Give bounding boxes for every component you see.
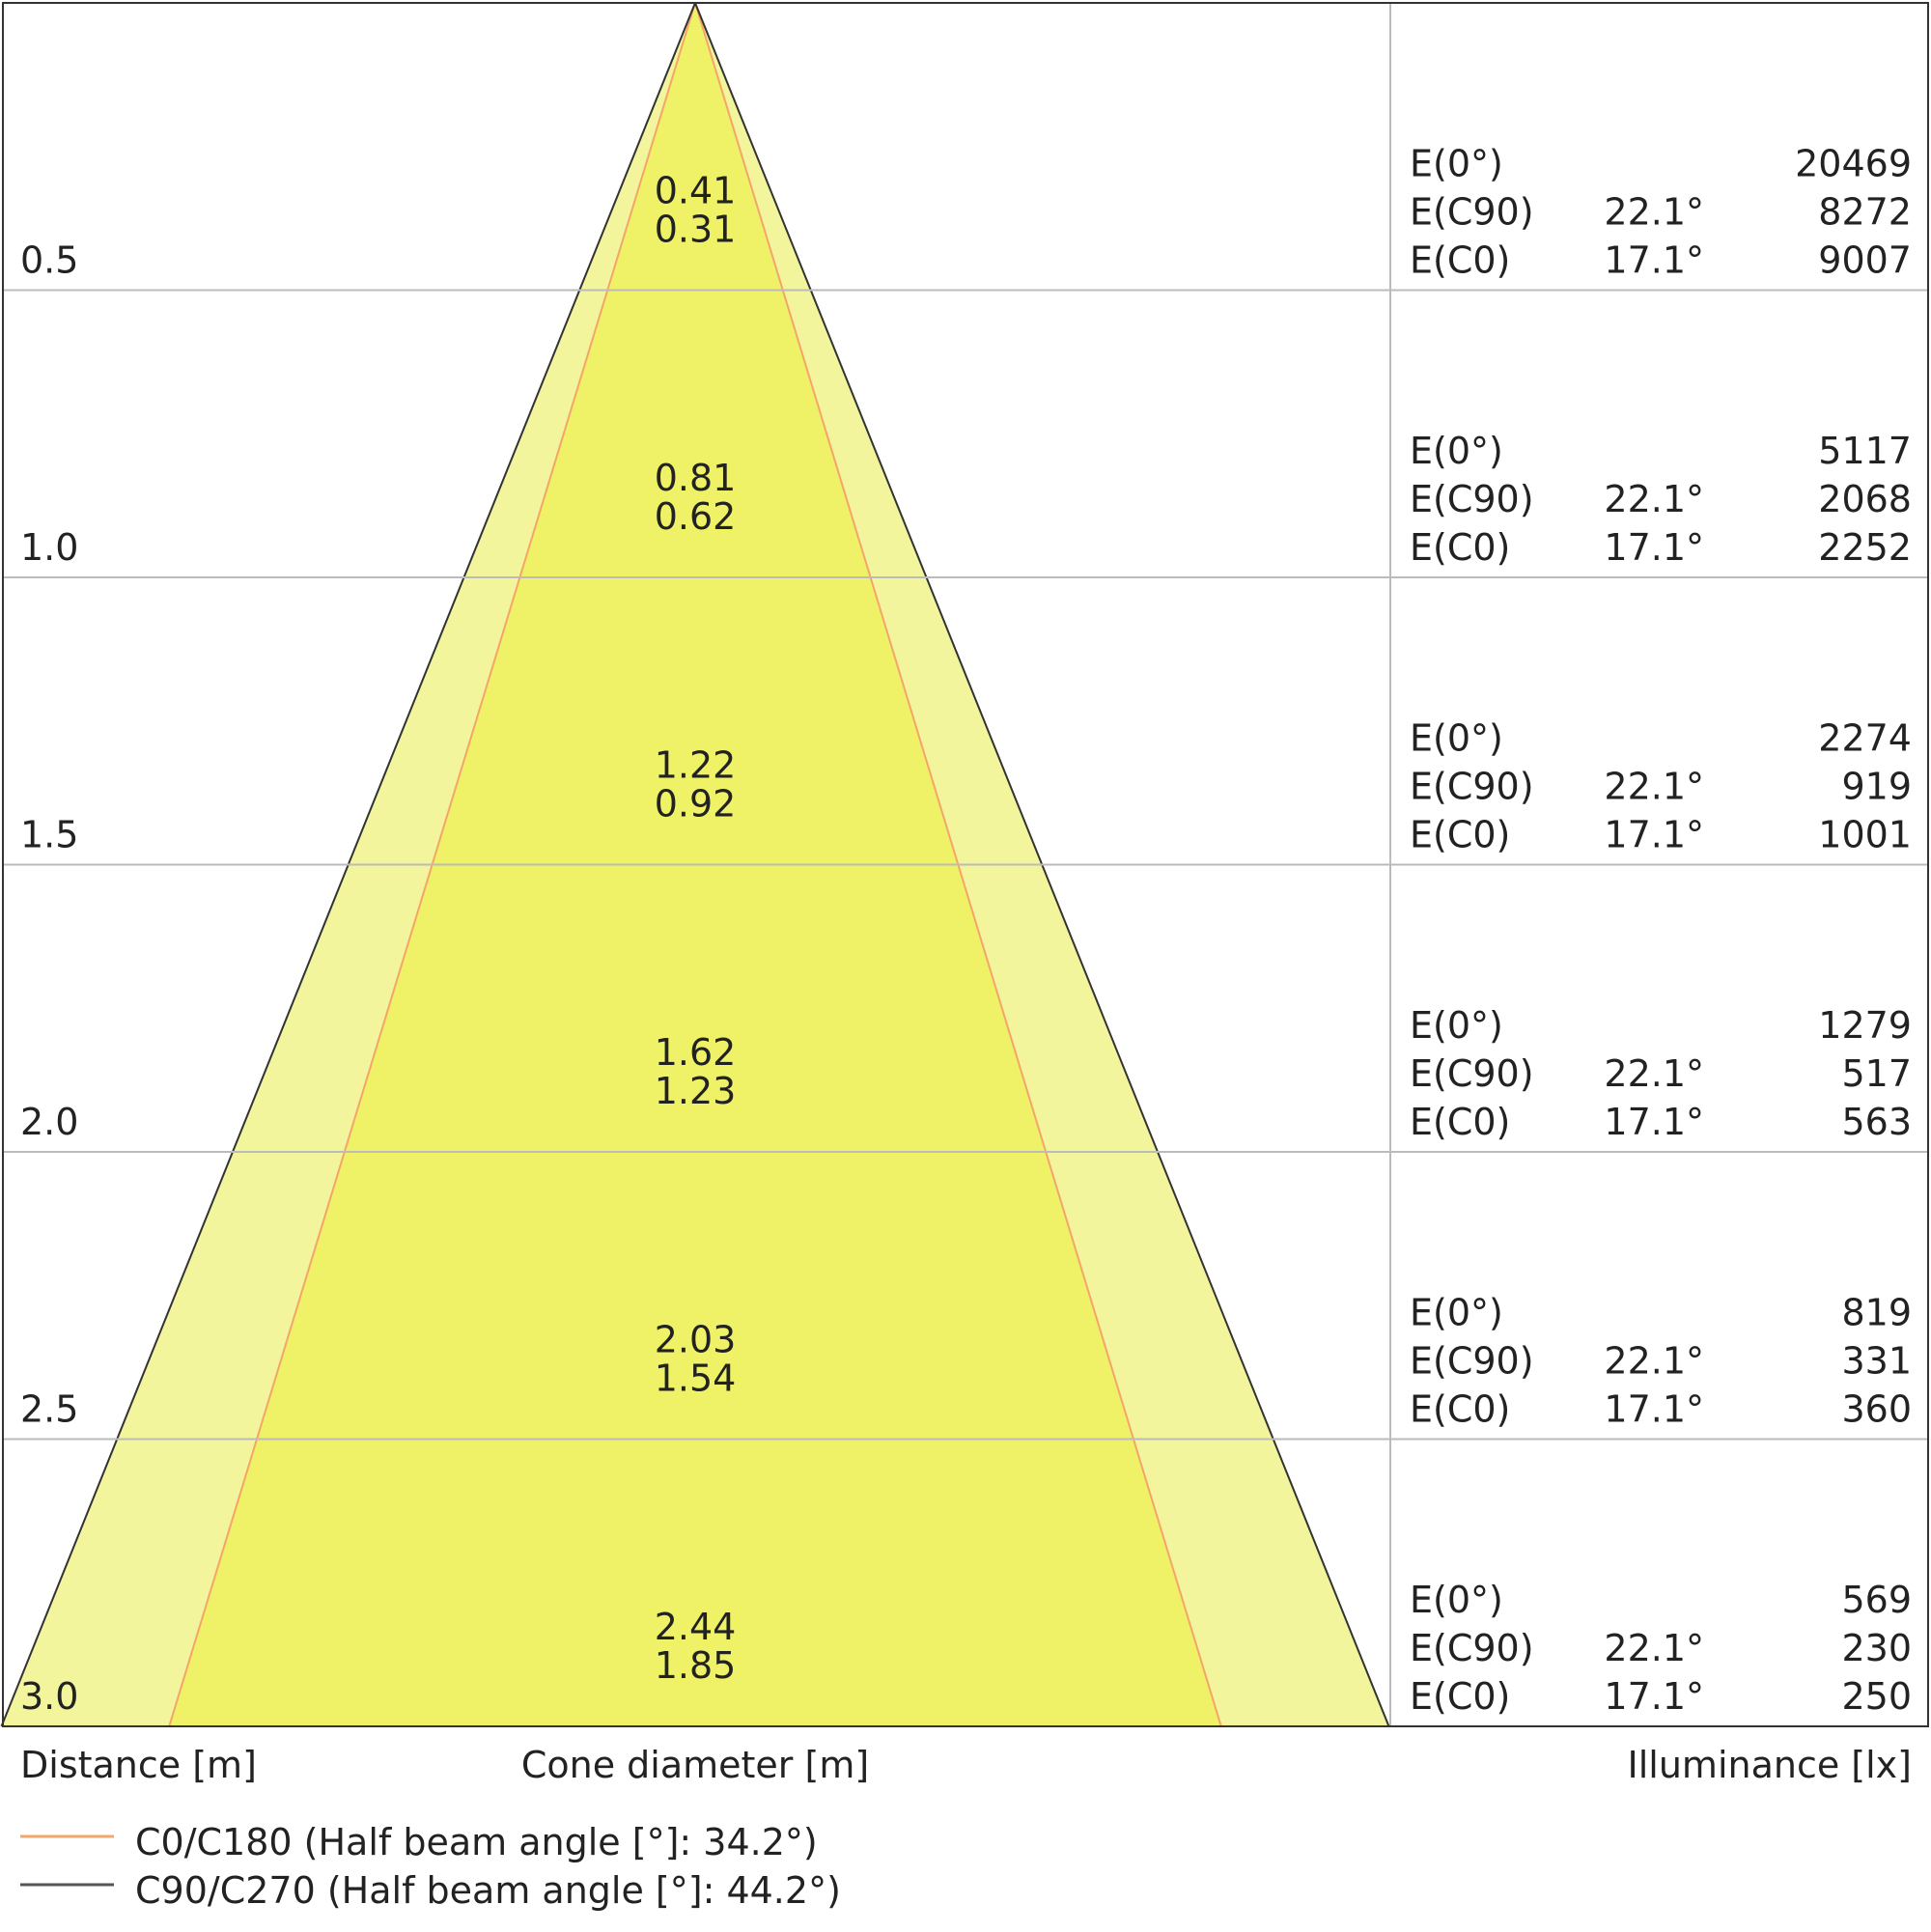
illuminance-e0-value: 569 [1841, 1579, 1912, 1621]
illuminance-ec0-angle: 17.1° [1604, 239, 1704, 282]
illuminance-ec0-angle: 17.1° [1604, 814, 1704, 856]
distance-label: 2.5 [20, 1388, 78, 1431]
distance-label: 1.0 [20, 526, 78, 569]
illuminance-e0-label: E(0°) [1410, 1004, 1503, 1047]
illuminance-e0-value: 819 [1841, 1292, 1912, 1334]
illuminance-e0-value: 5117 [1818, 430, 1912, 472]
cone-diameter-c90-label: 0.41 [655, 170, 737, 212]
illuminance-ec90-value: 331 [1841, 1340, 1912, 1383]
cone-diameter-c90-label: 1.22 [655, 744, 737, 787]
illuminance-e0-value: 20469 [1795, 143, 1912, 185]
illuminance-ec90-label: E(C90) [1410, 478, 1534, 520]
illuminance-ec0-label: E(C0) [1410, 1675, 1510, 1718]
illuminance-ec90-label: E(C90) [1410, 1627, 1534, 1669]
illuminance-ec90-angle: 22.1° [1604, 1052, 1704, 1095]
illuminance-ec0-value: 360 [1841, 1388, 1912, 1431]
illuminance-ec0-angle: 17.1° [1604, 1101, 1704, 1143]
illuminance-ec0-label: E(C0) [1410, 1388, 1510, 1431]
grid-layer [2, 2, 1929, 1727]
illuminance-ec90-value: 230 [1841, 1627, 1912, 1669]
illuminance-ec0-value: 563 [1841, 1101, 1912, 1143]
illuminance-ec90-label: E(C90) [1410, 191, 1534, 234]
illuminance-ec0-angle: 17.1° [1604, 1388, 1704, 1431]
cone-diameter-c90-label: 2.03 [655, 1319, 737, 1361]
distance-axis-label: Distance [m] [20, 1744, 257, 1786]
illuminance-e0-value: 2274 [1818, 717, 1912, 760]
illuminance-e0-value: 1279 [1818, 1004, 1912, 1047]
illuminance-ec90-value: 2068 [1818, 478, 1912, 520]
cone-diameter-c90-label: 0.81 [655, 457, 737, 499]
illuminance-ec90-value: 8272 [1818, 191, 1912, 234]
illuminance-ec0-label: E(C0) [1410, 526, 1510, 569]
cone-diameter-c0-label: 0.62 [655, 495, 737, 538]
text-layer: 0.5 0.410.31 E(0°) 20469 E(C90) 22.1° 8272 E(C0… [20, 143, 1912, 1719]
illuminance-ec0-value: 250 [1841, 1675, 1912, 1718]
illuminance-ec90-angle: 22.1° [1604, 191, 1704, 234]
illuminance-ec0-label: E(C0) [1410, 814, 1510, 856]
legend-label-c90: C90/C270 (Half beam angle [°]: 44.2°) [135, 1869, 841, 1912]
cone-diameter-c0-label: 1.23 [655, 1070, 737, 1112]
cone-diameter-c90-label: 1.62 [655, 1031, 737, 1074]
illuminance-ec0-label: E(C0) [1410, 239, 1510, 282]
illuminance-ec0-value: 1001 [1818, 814, 1912, 856]
illuminance-e0-label: E(0°) [1410, 1579, 1503, 1621]
distance-label: 3.0 [20, 1675, 78, 1718]
illuminance-ec90-value: 517 [1841, 1052, 1912, 1095]
cone-diameter-c0-label: 1.54 [655, 1358, 737, 1400]
cone-diameter-c0-label: 0.31 [655, 209, 737, 251]
illuminance-ec90-value: 919 [1841, 766, 1912, 808]
illuminance-e0-label: E(0°) [1410, 143, 1503, 185]
illuminance-e0-label: E(0°) [1410, 430, 1503, 472]
distance-label: 1.5 [20, 814, 78, 856]
cone-diameter-c90-label: 2.44 [655, 1606, 737, 1648]
cone-diameter-axis-label: Cone diameter [m] [521, 1744, 869, 1786]
illuminance-ec90-angle: 22.1° [1604, 766, 1704, 808]
illuminance-ec0-value: 2252 [1818, 526, 1912, 569]
illuminance-ec0-label: E(C0) [1410, 1101, 1510, 1143]
illuminance-ec90-label: E(C90) [1410, 1340, 1534, 1383]
illuminance-axis-label: Illuminance [lx] [1628, 1744, 1912, 1786]
legend-label-c0: C0/C180 (Half beam angle [°]: 34.2°) [135, 1821, 818, 1863]
illuminance-e0-label: E(0°) [1410, 1292, 1503, 1334]
distance-label: 2.0 [20, 1101, 78, 1143]
distance-label: 0.5 [20, 239, 78, 282]
illuminance-ec0-angle: 17.1° [1604, 526, 1704, 569]
plot-border [2, 2, 1929, 1727]
illuminance-e0-label: E(0°) [1410, 717, 1503, 760]
illuminance-ec0-angle: 17.1° [1604, 1675, 1704, 1718]
illuminance-ec90-label: E(C90) [1410, 766, 1534, 808]
illuminance-ec90-angle: 22.1° [1604, 1340, 1704, 1383]
illuminance-ec90-angle: 22.1° [1604, 1627, 1704, 1669]
illuminance-ec0-value: 9007 [1818, 239, 1912, 282]
cone-diameter-c0-label: 0.92 [655, 783, 737, 826]
illuminance-ec90-angle: 22.1° [1604, 478, 1704, 520]
cone-diameter-c0-label: 1.85 [655, 1644, 737, 1687]
illuminance-ec90-label: E(C90) [1410, 1052, 1534, 1095]
